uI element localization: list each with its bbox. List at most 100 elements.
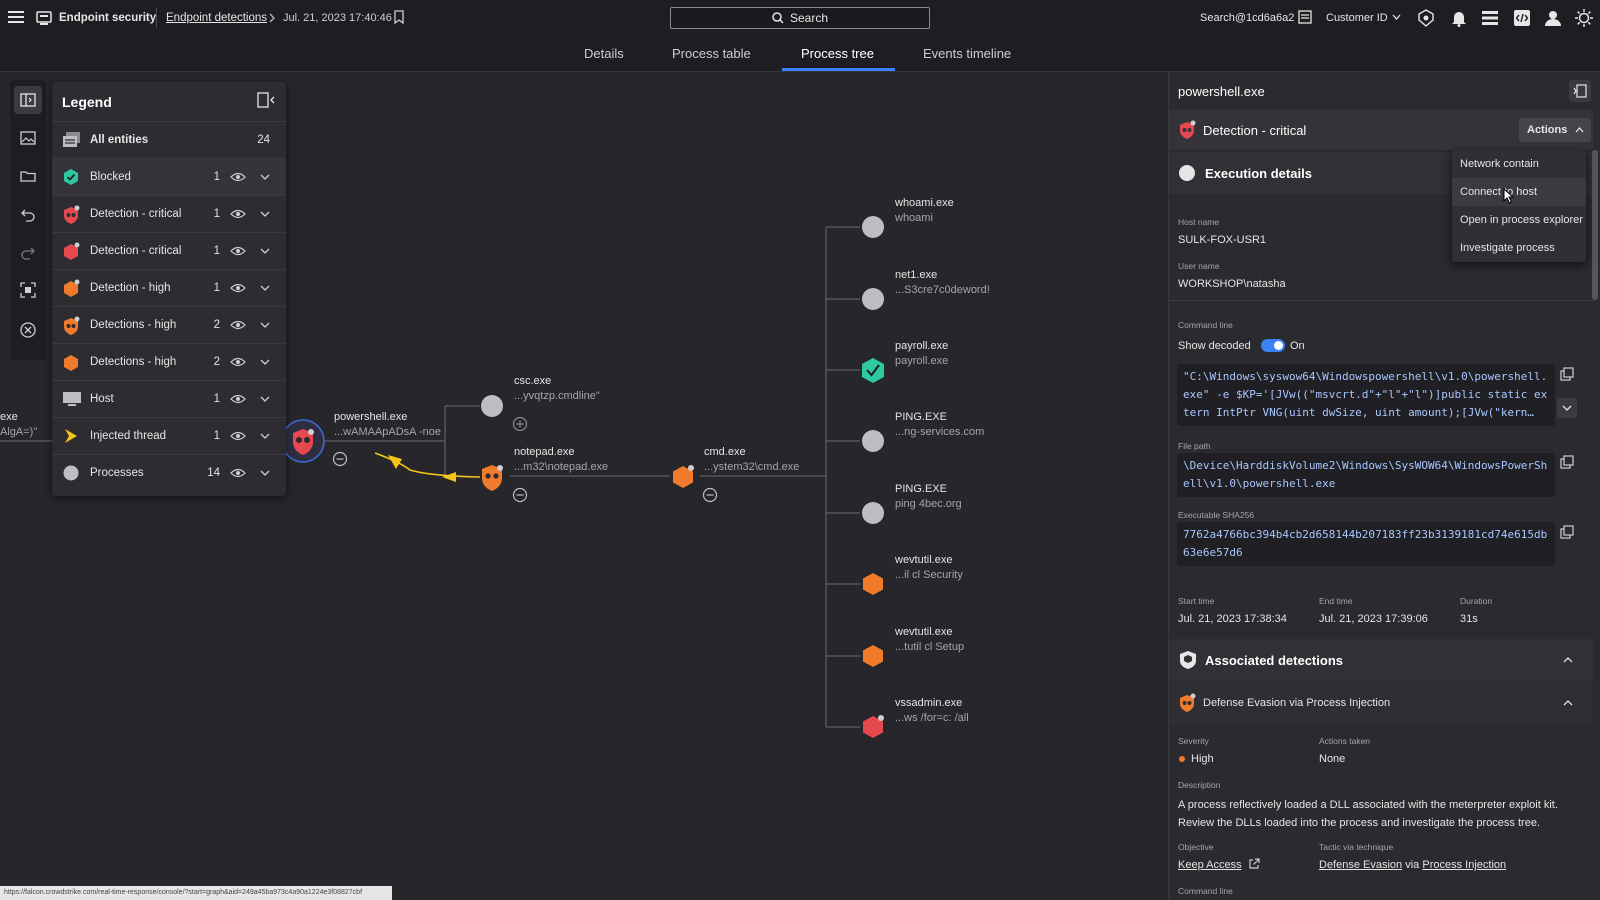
- node-label-payroll[interactable]: payroll.exe payroll.exe: [895, 339, 948, 369]
- ping-process-node: [862, 502, 884, 524]
- associated-detections-header[interactable]: Associated detections: [1169, 639, 1593, 681]
- legend-row-detection-high[interactable]: Detection - high 1: [52, 269, 286, 306]
- bookmark-icon[interactable]: [393, 10, 405, 24]
- node-label-wevtutil-2[interactable]: wevtutil.exe ...tutil cl Setup: [895, 625, 964, 655]
- chevron-up-icon[interactable]: [1563, 657, 1573, 663]
- detection-item-header[interactable]: Defense Evasion via Process Injection: [1169, 682, 1593, 724]
- eye-icon[interactable]: [230, 356, 246, 368]
- actions-button[interactable]: Actions: [1519, 118, 1591, 142]
- chevron-down-icon[interactable]: [260, 174, 270, 180]
- chevron-down-icon[interactable]: [260, 433, 270, 439]
- copy-icon[interactable]: [1557, 522, 1577, 542]
- toggle-legend-button[interactable]: [14, 86, 42, 114]
- legend-row-processes[interactable]: Processes 14: [52, 454, 286, 491]
- user-account[interactable]: Search@1cd6a6a2: [1200, 12, 1295, 24]
- legend-label: Detections - high: [90, 319, 177, 331]
- expand-chevron-icon[interactable]: [1557, 398, 1577, 418]
- open-folder-button[interactable]: [14, 162, 42, 190]
- eye-icon[interactable]: [230, 208, 246, 220]
- shield-badge-icon[interactable]: [1417, 9, 1435, 27]
- legend-label: Detections - high: [90, 356, 177, 368]
- chevron-down-icon[interactable]: [1392, 14, 1401, 20]
- eye-icon[interactable]: [230, 393, 246, 405]
- node-label-ping-1[interactable]: PING.EXE ...ng-services.com: [895, 410, 984, 440]
- legend-count: 1: [213, 430, 220, 442]
- eye-icon[interactable]: [230, 245, 246, 257]
- objective-link[interactable]: Keep Access: [1178, 859, 1242, 871]
- menu-item-open-process-explorer[interactable]: Open in process explorer: [1460, 214, 1583, 226]
- chevron-down-icon[interactable]: [260, 470, 270, 476]
- hamburger-menu-icon[interactable]: [8, 10, 24, 24]
- legend-row-detections-high-hex[interactable]: Detections - high 2: [52, 343, 286, 380]
- tab-events-timeline[interactable]: Events timeline: [923, 46, 1012, 61]
- user-name-value: WORKSHOP\natasha: [1178, 278, 1286, 290]
- legend-row-detections-high-shield[interactable]: Detections - high 2: [52, 306, 286, 343]
- legend-label: All entities: [90, 134, 149, 146]
- show-decoded-toggle[interactable]: [1261, 339, 1285, 352]
- undo-button[interactable]: [14, 200, 42, 228]
- user-name-label: User name: [1178, 261, 1220, 271]
- external-link-icon[interactable]: [1248, 858, 1260, 870]
- node-label-powershell[interactable]: powershell.exe ...wAMAApADsA -noe: [334, 410, 441, 440]
- tab-process-table[interactable]: Process table: [672, 46, 751, 61]
- tab-details[interactable]: Details: [584, 46, 624, 61]
- bell-icon[interactable]: [1451, 9, 1467, 27]
- panel-scrollbar[interactable]: [1592, 150, 1598, 300]
- legend-row-blocked[interactable]: Blocked 1: [52, 158, 286, 195]
- legend-row-all-entities[interactable]: All entities 24: [52, 121, 286, 158]
- chevron-down-icon[interactable]: [260, 248, 270, 254]
- node-label-wevtutil-1[interactable]: wevtutil.exe ...il cl Security: [895, 553, 963, 583]
- node-label-csc[interactable]: csc.exe ...yvqtzp.cmdline": [514, 374, 600, 404]
- eye-icon[interactable]: [230, 430, 246, 442]
- tab-process-tree[interactable]: Process tree: [801, 46, 874, 61]
- menu-item-network-contain[interactable]: Network contain: [1460, 158, 1539, 170]
- chevron-down-icon[interactable]: [260, 359, 270, 365]
- node-label-vssadmin[interactable]: vssadmin.exe ...ws /for=c: /all: [895, 696, 969, 726]
- technique-link[interactable]: Process Injection: [1422, 859, 1507, 871]
- copy-icon[interactable]: [1557, 452, 1577, 472]
- end-time-value: Jul. 21, 2023 17:39:06: [1319, 613, 1428, 625]
- breadcrumb-endpoint-detections[interactable]: Endpoint detections: [166, 12, 268, 24]
- chevron-down-icon[interactable]: [260, 285, 270, 291]
- node-label-ping-2[interactable]: PING.EXE ping 4bec.org: [895, 482, 962, 512]
- activity-icon[interactable]: [1481, 10, 1499, 26]
- chevron-down-icon[interactable]: [260, 211, 270, 217]
- node-label-net1[interactable]: net1.exe ...S3cre7c0deword!: [895, 268, 990, 298]
- eye-icon[interactable]: [230, 282, 246, 294]
- menu-item-connect-to-host[interactable]: Connect to host: [1452, 178, 1586, 206]
- tactic-link[interactable]: Defense Evasion: [1319, 859, 1403, 871]
- node-label-whoami[interactable]: whoami.exe whoami: [895, 196, 954, 226]
- copy-icon[interactable]: [1557, 364, 1577, 384]
- fit-to-screen-button[interactable]: [14, 276, 42, 304]
- code-icon[interactable]: [1513, 9, 1531, 27]
- eye-icon[interactable]: [230, 319, 246, 331]
- node-command: ...ws /for=c: /all: [895, 712, 969, 724]
- customer-id-dropdown[interactable]: Customer ID: [1326, 12, 1388, 24]
- image-export-button[interactable]: [14, 124, 42, 152]
- eye-icon[interactable]: [230, 171, 246, 183]
- legend-row-injected-thread[interactable]: Injected thread 1: [52, 417, 286, 454]
- legend-row-host[interactable]: Host 1: [52, 380, 286, 417]
- redo-button[interactable]: [14, 238, 42, 266]
- collapse-legend-icon[interactable]: [257, 92, 275, 108]
- legend-row-detection-critical[interactable]: Detection - critical 1: [52, 195, 286, 232]
- collapse-icon: [512, 487, 528, 503]
- notes-icon[interactable]: [1298, 10, 1312, 24]
- chevron-down-icon[interactable]: [260, 396, 270, 402]
- node-label-cmd[interactable]: cmd.exe ...ystem32\cmd.exe: [704, 445, 799, 475]
- node-label-notepad[interactable]: notepad.exe ...m32\notepad.exe: [514, 445, 608, 475]
- node-name: csc.exe: [514, 375, 552, 387]
- collapse-panel-icon[interactable]: [1569, 80, 1591, 102]
- legend-row-detection-critical-hex[interactable]: Detection - critical 1: [52, 232, 286, 269]
- clear-button[interactable]: [14, 316, 42, 344]
- injected-thread-arrow-icon: [442, 472, 456, 482]
- search-input[interactable]: Search: [670, 7, 930, 29]
- chevron-up-icon[interactable]: [1563, 700, 1573, 706]
- chevron-down-icon[interactable]: [260, 322, 270, 328]
- host-name-label: Host name: [1178, 217, 1220, 227]
- eye-icon[interactable]: [230, 467, 246, 479]
- user-icon[interactable]: [1544, 9, 1562, 27]
- menu-item-investigate-process[interactable]: Investigate process: [1460, 242, 1555, 254]
- legend-count: 2: [213, 356, 220, 368]
- theme-sun-icon[interactable]: [1574, 8, 1594, 28]
